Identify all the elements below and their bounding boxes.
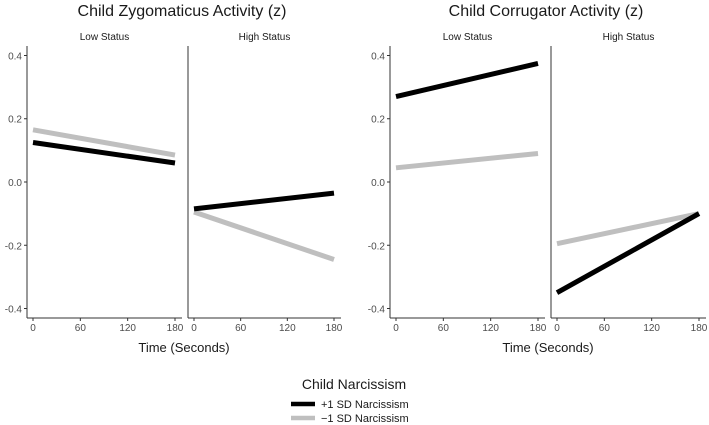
x-tick-label: 0 [191, 323, 197, 334]
y-tick-label: 0.2 [371, 115, 385, 126]
series-line-plus [395, 60, 539, 100]
legend-label-plus: +1 SD Narcissism [321, 399, 409, 411]
series-line-plus [193, 190, 335, 212]
facet-panel: Low Status 0 60 120 180 [390, 32, 547, 334]
chart-2: Child Corrugator Activity (z) -0.4 -0.2 0.0… [368, 3, 708, 355]
chart-1: Child Zygomaticus Activity (z) -0.4 -0.2 0.… [5, 3, 343, 355]
legend: Child Narcissism +1 SD Narcissism −1 SD … [291, 376, 409, 425]
legend-item-plus: +1 SD Narcissism [291, 399, 409, 411]
y-tick-label: 0.0 [371, 178, 385, 189]
series-line-minus [193, 209, 335, 262]
x-tick-label: 180 [326, 323, 343, 334]
facet-panel: High Status 0 60 120 180 [550, 32, 708, 334]
x-tick-label: 120 [119, 323, 136, 334]
x-tick-label: 0 [554, 323, 560, 334]
y-tick-label: 0.4 [8, 51, 22, 62]
series-line-minus [32, 127, 176, 158]
x-tick-label: 120 [482, 323, 499, 334]
series-line-plus [555, 211, 701, 295]
facet-panel: High Status 0 60 120 180 [187, 32, 343, 334]
facet-panel: Low Status 0 60 120 180 [27, 32, 184, 334]
legend-item-minus: −1 SD Narcissism [291, 413, 409, 425]
series-line-minus [556, 211, 700, 247]
facet-label: High Status [603, 32, 655, 43]
y-tick-label: -0.4 [368, 305, 386, 316]
legend-label-minus: −1 SD Narcissism [321, 413, 409, 425]
legend-title: Child Narcissism [302, 376, 406, 392]
x-tick-label: 60 [599, 323, 611, 334]
y-tick-label: -0.4 [5, 305, 23, 316]
x-tick-label: 0 [30, 323, 36, 334]
chart-title: Child Zygomaticus Activity (z) [78, 3, 287, 20]
y-tick-label: 0.2 [8, 115, 22, 126]
x-tick-label: 60 [438, 323, 450, 334]
x-tick-label: 60 [235, 323, 247, 334]
x-tick-label: 180 [167, 323, 184, 334]
facet-label: Low Status [443, 32, 492, 43]
facet-label: Low Status [80, 32, 129, 43]
y-tick-label: -0.2 [5, 241, 23, 252]
series-line-minus [395, 151, 539, 171]
y-tick-label: -0.2 [368, 241, 386, 252]
x-tick-label: 120 [279, 323, 296, 334]
x-tick-label: 120 [643, 323, 660, 334]
x-tick-label: 0 [393, 323, 399, 334]
y-tick-label: 0.4 [371, 51, 385, 62]
facet-label: High Status [239, 32, 291, 43]
x-tick-label: 180 [530, 323, 547, 334]
series-line-plus [32, 140, 176, 166]
x-tick-label: 180 [691, 323, 708, 334]
chart-title: Child Corrugator Activity (z) [449, 3, 644, 20]
x-tick-label: 60 [75, 323, 87, 334]
x-axis-title: Time (Seconds) [138, 340, 229, 355]
y-tick-label: 0.0 [8, 178, 22, 189]
x-axis-title: Time (Seconds) [502, 340, 593, 355]
